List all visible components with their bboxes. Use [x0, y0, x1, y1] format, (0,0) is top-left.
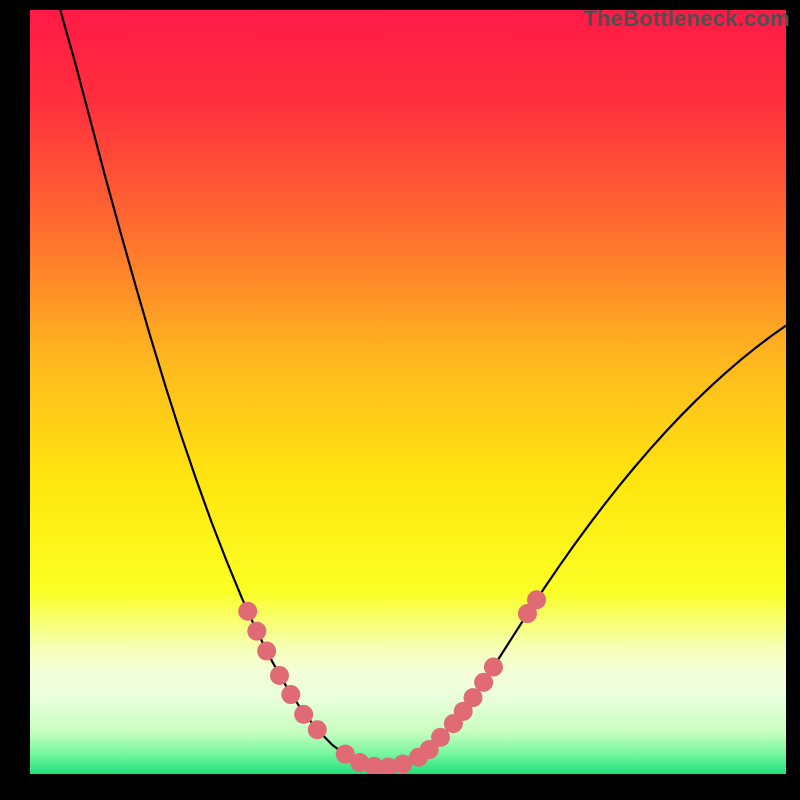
curve-marker: [294, 705, 313, 724]
watermark-text: TheBottleneck.com: [584, 6, 790, 32]
curve-marker: [484, 658, 503, 677]
plot-background: [30, 10, 786, 774]
bottleneck-curve-chart: [0, 0, 800, 800]
curve-marker: [247, 622, 266, 641]
chart-frame: TheBottleneck.com: [0, 0, 800, 800]
curve-marker: [281, 685, 300, 704]
curve-marker: [270, 666, 289, 685]
curve-marker: [527, 590, 546, 609]
curve-marker: [238, 602, 257, 621]
curve-marker: [308, 720, 327, 739]
curve-marker: [257, 642, 276, 661]
